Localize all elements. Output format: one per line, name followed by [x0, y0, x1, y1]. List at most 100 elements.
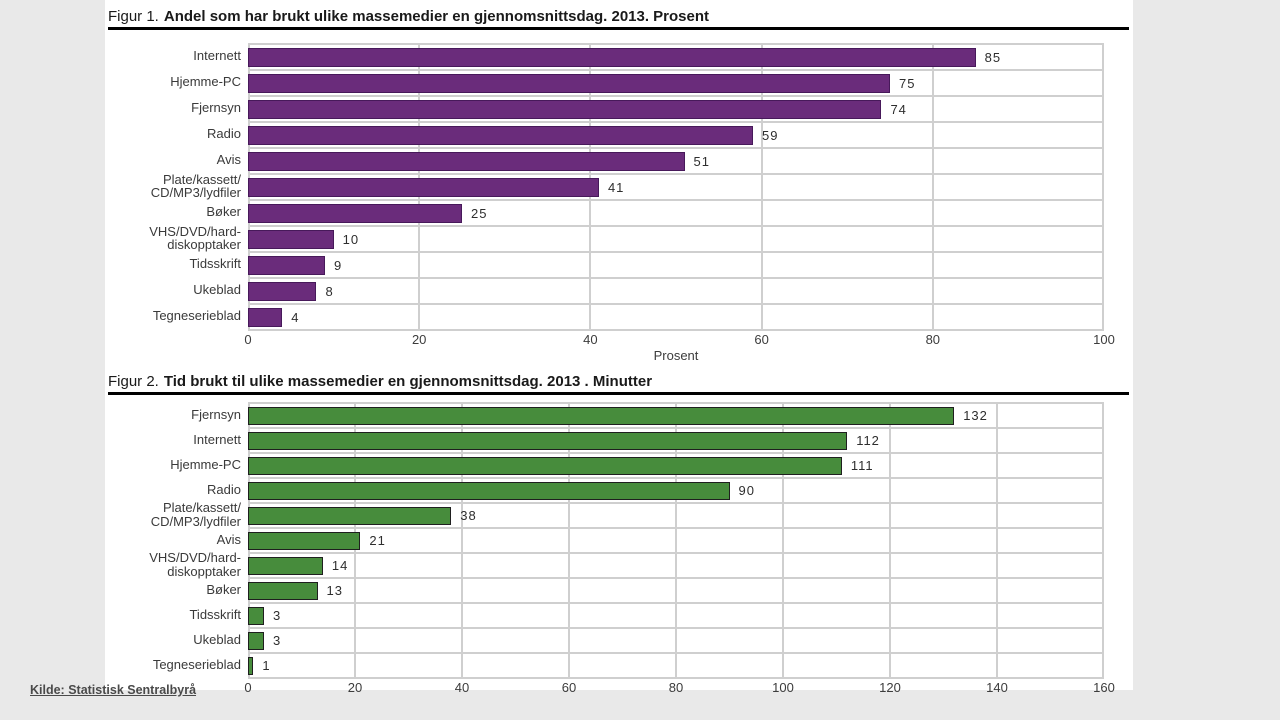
tick-label: 80	[668, 680, 684, 695]
bar-row: 4	[248, 305, 1104, 331]
tick-label: 60	[561, 680, 577, 695]
bar	[248, 203, 462, 223]
bar	[248, 456, 842, 475]
value-label: 85	[984, 49, 1002, 65]
category-label: VHS/DVD/hard- diskopptaker	[149, 550, 241, 579]
value-label: 3	[273, 608, 282, 623]
bar	[248, 307, 283, 327]
tick-label: 80	[925, 332, 941, 347]
value-label: 8	[325, 283, 334, 299]
category-label: Tegneserieblad	[152, 656, 241, 672]
value-label: 3	[273, 633, 282, 648]
bar	[248, 125, 754, 145]
value-label: 111	[850, 458, 874, 473]
bar	[248, 431, 848, 450]
tick-label: 0	[244, 332, 252, 347]
bar	[248, 631, 265, 650]
category-label: Bøker	[206, 204, 241, 220]
report-panel: Figur 1. Andel som har brukt ulike massem…	[105, 0, 1133, 695]
figure-1-x-axis-label: Prosent	[653, 348, 699, 363]
value-label: 112	[856, 433, 880, 448]
bar-row: 59	[248, 123, 1104, 149]
figure-1-chart: Internett Hjemme-PC Fjernsyn Radio Avis Plate…	[108, 43, 1129, 331]
category-label: Internett	[193, 431, 241, 447]
figure-2-chart: Fjernsyn Internett Hjemme-PC Radio Plate/kas…	[108, 402, 1129, 679]
figure-2-category-axis: Fjernsyn Internett Hjemme-PC Radio Plate/kas…	[108, 402, 248, 679]
category-label: Hjemme-PC	[170, 456, 241, 472]
category-label: VHS/DVD/hard- diskopptaker	[149, 223, 241, 252]
value-label: 9	[334, 257, 343, 273]
figure-1-x-axis: 0 20 40 60 80 100	[244, 332, 1114, 348]
category-label: Tidsskrift	[189, 606, 241, 622]
bar-row: 90	[248, 479, 1104, 504]
category-label: Avis	[216, 531, 241, 547]
bar	[248, 406, 955, 425]
bar	[248, 255, 326, 275]
value-label: 90	[738, 483, 755, 498]
figure-2-title: Figur 2. Tid brukt til ulike massemedier …	[108, 373, 1129, 395]
figure-1: Figur 1. Andel som har brukt ulike massem…	[108, 8, 1129, 363]
gridline	[1102, 404, 1104, 679]
category-label: Hjemme-PC	[170, 74, 241, 90]
category-label: Fjernsyn	[191, 406, 241, 422]
gridline	[782, 404, 784, 679]
figure-2-x-axis: 0 20 40 60 80 100 120 140 160	[244, 680, 1114, 696]
bar	[248, 556, 323, 575]
source-link[interactable]: Kilde: Statistisk Sentralbyrå	[30, 683, 197, 697]
value-label: 1	[262, 658, 271, 673]
figure-2-number: Figur 2.	[108, 373, 159, 390]
bar-row: 85	[248, 45, 1104, 71]
value-label: 74	[890, 101, 907, 117]
tick-label: 120	[879, 680, 901, 695]
tick-label: 160	[1093, 680, 1115, 695]
bar-row: 51	[248, 149, 1104, 175]
bar-row: 10	[248, 227, 1104, 253]
category-label: Plate/kassett/ CD/MP3/lydfiler	[150, 500, 241, 529]
gridline	[760, 45, 763, 331]
value-label: 51	[693, 153, 711, 169]
bar-row: 41	[248, 175, 1104, 201]
figure-2: Figur 2. Tid brukt til ulike massemedier …	[108, 373, 1129, 696]
category-label: Avis	[216, 152, 241, 168]
bar	[248, 656, 254, 675]
bar	[248, 151, 685, 171]
figure-1-title-text: Andel som har brukt ulike massemedier en…	[163, 8, 710, 25]
bar	[248, 506, 452, 525]
value-label: 13	[326, 583, 344, 598]
tick-label: 0	[244, 680, 252, 695]
bar	[248, 99, 882, 119]
value-label: 10	[342, 231, 360, 247]
tick-label: 140	[986, 680, 1008, 695]
bar-row: 25	[248, 201, 1104, 227]
bar	[248, 531, 361, 550]
figure-2-title-text: Tid brukt til ulike massemedier en gjenn…	[163, 373, 653, 390]
bar	[248, 606, 265, 625]
category-label: Ukeblad	[193, 282, 241, 298]
figure-1-title: Figur 1. Andel som har brukt ulike massem…	[108, 8, 1129, 30]
bar-row: 74	[248, 97, 1104, 123]
value-label: 75	[899, 75, 916, 91]
tick-label: 60	[754, 332, 769, 347]
value-label: 14	[331, 558, 349, 573]
bar	[248, 481, 730, 500]
category-label: Internett	[193, 48, 241, 64]
bar	[248, 73, 890, 93]
value-label: 38	[460, 508, 477, 523]
tick-label: 20	[411, 332, 427, 347]
category-label: Radio	[207, 126, 241, 142]
bar	[248, 177, 599, 197]
bar-row: 75	[248, 71, 1104, 97]
figure-1-category-axis: Internett Hjemme-PC Fjernsyn Radio Avis Plate…	[108, 43, 248, 331]
value-label: 4	[291, 309, 300, 325]
gridline	[568, 404, 570, 679]
bar	[248, 581, 318, 600]
tick-label: 20	[347, 680, 363, 695]
value-label: 25	[471, 205, 488, 221]
gridline	[931, 45, 934, 331]
bar	[248, 281, 317, 301]
category-label: Tegneserieblad	[152, 308, 241, 324]
category-label: Ukeblad	[193, 631, 241, 647]
tick-label: 100	[1093, 332, 1115, 347]
category-label: Radio	[207, 481, 241, 497]
figure-1-plot-area: 85 75 74 59 51 41 25 10 9 8 4	[248, 43, 1104, 331]
